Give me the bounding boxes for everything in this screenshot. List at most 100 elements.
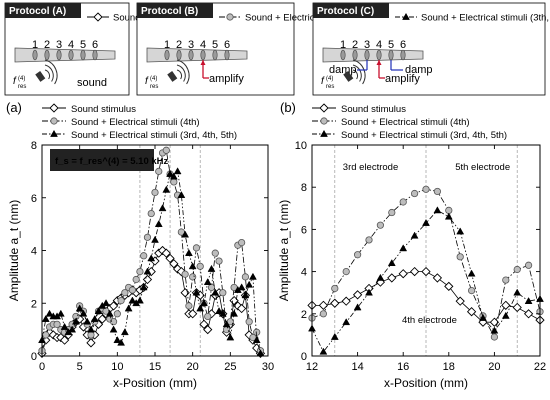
- data-point: [71, 317, 80, 325]
- data-point: [341, 296, 351, 306]
- data-point: [523, 309, 534, 319]
- data-point: [188, 309, 198, 319]
- data-point: [196, 262, 204, 270]
- amplify-arrowhead: [200, 60, 206, 65]
- data-point: [192, 288, 201, 296]
- protocol-c: Protocol (C) Sound + Electrical stimuli (…: [312, 2, 550, 96]
- amplify-label: amplify: [209, 73, 244, 85]
- electrode-6: [92, 49, 98, 61]
- legend-marker: [49, 103, 59, 113]
- annotation-5th-electrode: 5th electrode: [455, 162, 510, 173]
- electrode-3: [56, 49, 62, 61]
- data-point: [161, 248, 171, 258]
- data-point: [502, 276, 510, 284]
- x-tick-label: 18: [443, 361, 455, 373]
- data-point: [87, 331, 95, 339]
- sound-wave-icon: [44, 64, 54, 82]
- y-tick-label: 6: [301, 224, 307, 236]
- data-point: [353, 303, 362, 311]
- data-point: [211, 288, 220, 296]
- data-point: [245, 280, 254, 288]
- protocol-tag-bg: [137, 3, 213, 18]
- fres-sup: (4): [150, 76, 157, 82]
- data-point: [196, 304, 205, 312]
- data-point: [56, 309, 65, 317]
- data-point: [456, 227, 465, 235]
- electrode-number-3: 3: [56, 39, 62, 51]
- data-point: [409, 266, 420, 277]
- data-point: [422, 185, 430, 193]
- data-point: [90, 314, 99, 322]
- data-point: [218, 309, 227, 317]
- speaker-icon: [167, 71, 178, 82]
- data-point: [399, 244, 408, 252]
- y-tick-label: 2: [31, 298, 37, 310]
- data-point: [387, 273, 397, 283]
- data-point: [142, 274, 153, 285]
- electrode-number-1: 1: [164, 39, 170, 51]
- y-tick-label: 8: [31, 140, 37, 152]
- data-point: [211, 249, 219, 257]
- data-point: [330, 298, 340, 308]
- data-point: [147, 209, 155, 218]
- data-point: [387, 259, 396, 267]
- x-tick-label: 16: [397, 361, 409, 373]
- data-point: [173, 167, 182, 175]
- chart-panel-b: (b) Sound stimulus Sound + Electrical stim…: [277, 100, 546, 390]
- electrode-number-4: 4: [200, 39, 206, 51]
- data-point: [399, 198, 407, 206]
- data-point: [124, 304, 133, 312]
- data-point: [94, 307, 103, 315]
- data-point: [512, 302, 522, 313]
- data-point: [432, 273, 443, 283]
- data-point: [238, 238, 246, 247]
- electrode-5: [212, 49, 218, 61]
- protocol-legend-label: Sound + Electrical stimuli (4th): [245, 13, 374, 24]
- data-point: [117, 338, 126, 346]
- legend-label: Sound + Electrical stimuli (3rd, 4th, 5t…: [341, 130, 507, 141]
- sound-wave-icon: [176, 69, 183, 80]
- x-tick-label: 5: [77, 361, 83, 373]
- frequency-label: f_s = f_res^(4) = 5.10 kHz: [55, 156, 169, 167]
- x-axis-label: x-Position (mm): [113, 376, 197, 390]
- data-point: [204, 312, 212, 321]
- speaker-icon: [343, 71, 354, 82]
- y-tick-label: 4: [31, 246, 37, 258]
- series-line: [311, 209, 541, 353]
- data-point: [501, 311, 510, 319]
- y-tick-label: 10: [295, 140, 307, 152]
- y-axis-label: Amplitude a_t (nm): [7, 200, 21, 301]
- data-point: [433, 206, 442, 214]
- electrode-1: [340, 49, 346, 61]
- electrode-3: [188, 49, 194, 61]
- x-tick-label: 15: [149, 361, 161, 373]
- annotation-3rd-electrode: 3rd electrode: [343, 162, 398, 173]
- data-point: [501, 300, 511, 310]
- legend-marker: [320, 117, 328, 125]
- y-tick-label: 6: [31, 193, 37, 205]
- legend-marker: [320, 129, 328, 137]
- fres-sup: (4): [18, 76, 25, 82]
- data-point: [524, 261, 533, 269]
- data-point: [79, 309, 88, 317]
- data-point: [177, 191, 186, 198]
- data-point: [376, 273, 385, 281]
- electrode-number-5: 5: [212, 39, 218, 51]
- data-point: [241, 291, 250, 299]
- sound-wave-icon: [352, 69, 359, 80]
- data-point: [184, 249, 193, 256]
- electrode-number-2: 2: [352, 39, 358, 51]
- panel-label-b: (b): [280, 100, 296, 115]
- electrode-2: [176, 49, 182, 61]
- data-point: [241, 273, 249, 281]
- data-point: [342, 267, 350, 276]
- electrode-2: [44, 49, 50, 61]
- data-point: [331, 284, 339, 293]
- data-point: [86, 338, 96, 348]
- data-point: [467, 269, 476, 277]
- data-point: [398, 269, 408, 279]
- data-point: [120, 328, 129, 336]
- data-point: [185, 302, 193, 310]
- data-point: [215, 307, 223, 315]
- data-point: [162, 185, 171, 193]
